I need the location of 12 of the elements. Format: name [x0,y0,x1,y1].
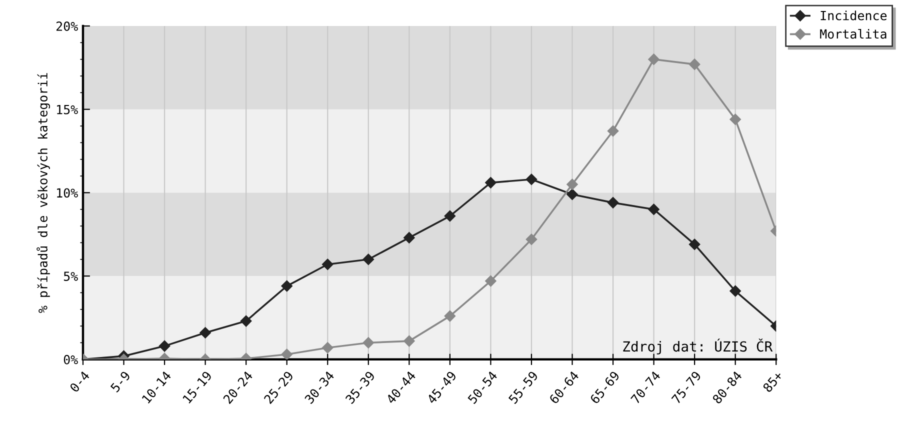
legend-label: Incidence [820,10,887,20]
y-tick-label: 10% [57,188,78,198]
y-tick-label: 0% [64,354,78,364]
x-tick-label: 0-4 [69,370,90,393]
x-tick-label: 5-9 [110,370,131,393]
x-tick-label: 85+ [762,370,784,393]
y-tick-label: 15% [57,105,78,114]
y-tick-label: 20% [56,21,78,31]
annotation: Zdroj dat: ÚZIS ČR [623,338,773,354]
legend-label: Mortalita [820,28,886,39]
y-axis-title: % případů dle věkových kategorií [36,73,50,313]
y-tick-label: 5% [64,272,78,281]
